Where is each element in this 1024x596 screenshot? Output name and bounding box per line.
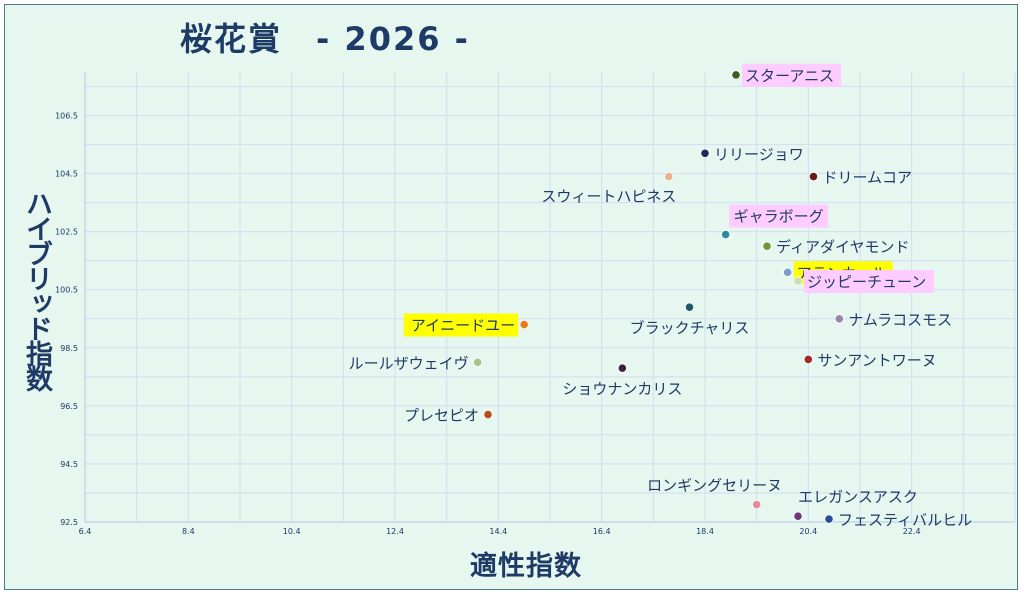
point-group: ショウナンカリス [562, 363, 682, 398]
scatter-point [664, 171, 674, 182]
x-tick-label: 8.4 [182, 527, 195, 536]
scatter-point [731, 70, 741, 80]
x-tick-label: 12.4 [386, 527, 404, 536]
point-label: ブラックチャリス [630, 319, 750, 337]
point-group: スターアニス [731, 63, 841, 87]
point-group: ドリームコア [808, 169, 913, 187]
chart-title: 桜花賞 - 2026 - [180, 20, 470, 58]
point-group: エレガンスアスク [793, 488, 918, 521]
point-label: スウィートハピネス [541, 188, 676, 206]
y-tick-label: 92.5 [60, 518, 78, 527]
point-label: ドリームコア [823, 169, 913, 187]
y-tick-label: 94.5 [60, 460, 78, 469]
scatter-point [803, 354, 813, 365]
chart-frame [4, 4, 1018, 590]
point-group: リリージョワ [700, 145, 804, 163]
point-label: サンアントワーヌ [817, 351, 936, 369]
scatter-point [808, 171, 819, 182]
scatter-point [519, 319, 529, 330]
y-tick-label: 100.5 [55, 286, 78, 295]
point-group: ルールザウェイヴ [349, 354, 483, 372]
y-tick-label: 104.5 [55, 170, 78, 179]
x-tick-label: 14.4 [489, 527, 507, 536]
scatter-point [834, 314, 844, 324]
y-axis-label: ハイブリッド指数 [21, 190, 52, 390]
y-tick-label: 102.5 [55, 228, 78, 237]
scatter-point [824, 514, 834, 524]
grid-lines [84, 72, 1016, 523]
scatter-point [483, 409, 493, 420]
tick-labels: 6.4 8.4 10.4 12.4 14.4 16.4 18.4 20.4 22.4 92.5 94… [55, 112, 920, 536]
data-points: スターアニスリリージョワドリームコアスウィートハピネスギャラボーグディアダイヤモ… [349, 63, 972, 529]
scatter-point [721, 229, 731, 240]
scatter-point [684, 302, 695, 312]
point-label: ロンギングセリーヌ [647, 477, 782, 495]
x-tick-label: 6.4 [79, 527, 92, 536]
point-label: スターアニス [745, 67, 834, 85]
point-group: ジッピーチューン [793, 270, 934, 294]
point-label: プレセピオ [404, 407, 479, 425]
point-group: サンアントワーヌ [803, 351, 937, 369]
point-label: フェスティバルヒル [838, 511, 972, 529]
point-label: ディアダイヤモンド [776, 238, 910, 256]
scatter-point [762, 241, 772, 251]
point-label: ジッピーチューン [807, 273, 926, 291]
x-tick-label: 10.4 [283, 527, 301, 536]
scatter-point [700, 148, 710, 158]
point-label: ギャラボーグ [734, 208, 824, 226]
point-group: ロンギングセリーヌ [647, 477, 782, 510]
x-tick-label: 22.4 [903, 527, 921, 536]
point-group: ギャラボーグ [721, 204, 829, 240]
x-tick-label: 16.4 [593, 527, 611, 536]
scatter-point [752, 499, 762, 510]
scatter-point [793, 276, 803, 286]
point-group: プレセピオ [404, 407, 493, 425]
x-tick-label: 20.4 [799, 527, 817, 536]
x-tick-label: 18.4 [696, 527, 714, 536]
label-highlight [742, 63, 841, 87]
x-axis-label: 適性指数 [470, 551, 582, 582]
y-tick-label: 96.5 [60, 402, 78, 411]
scatter-point [473, 357, 483, 367]
point-label: アイニードユー [411, 317, 515, 335]
point-label: エレガンスアスク [798, 488, 918, 506]
label-highlight [804, 270, 934, 294]
y-tick-label: 98.5 [60, 344, 78, 353]
point-group: ナムラコスモス [834, 311, 952, 329]
point-label: ルールザウェイヴ [349, 354, 469, 372]
scatter-point [617, 363, 627, 373]
scatter-point [793, 511, 803, 521]
point-group: スウィートハピネス [541, 171, 676, 206]
point-group: ディアダイヤモンド [762, 238, 910, 256]
point-group: フェスティバルヒル [824, 511, 972, 529]
point-label: リリージョワ [714, 145, 804, 163]
point-label: ナムラコスモス [848, 311, 952, 329]
scatter-point [783, 267, 793, 277]
point-group: ブラックチャリス [630, 302, 750, 337]
point-group: アイニードユー [403, 313, 529, 337]
y-tick-label: 106.5 [55, 112, 78, 121]
label-highlight [403, 313, 519, 337]
point-label: ショウナンカリス [562, 380, 682, 398]
label-highlight [729, 204, 829, 228]
